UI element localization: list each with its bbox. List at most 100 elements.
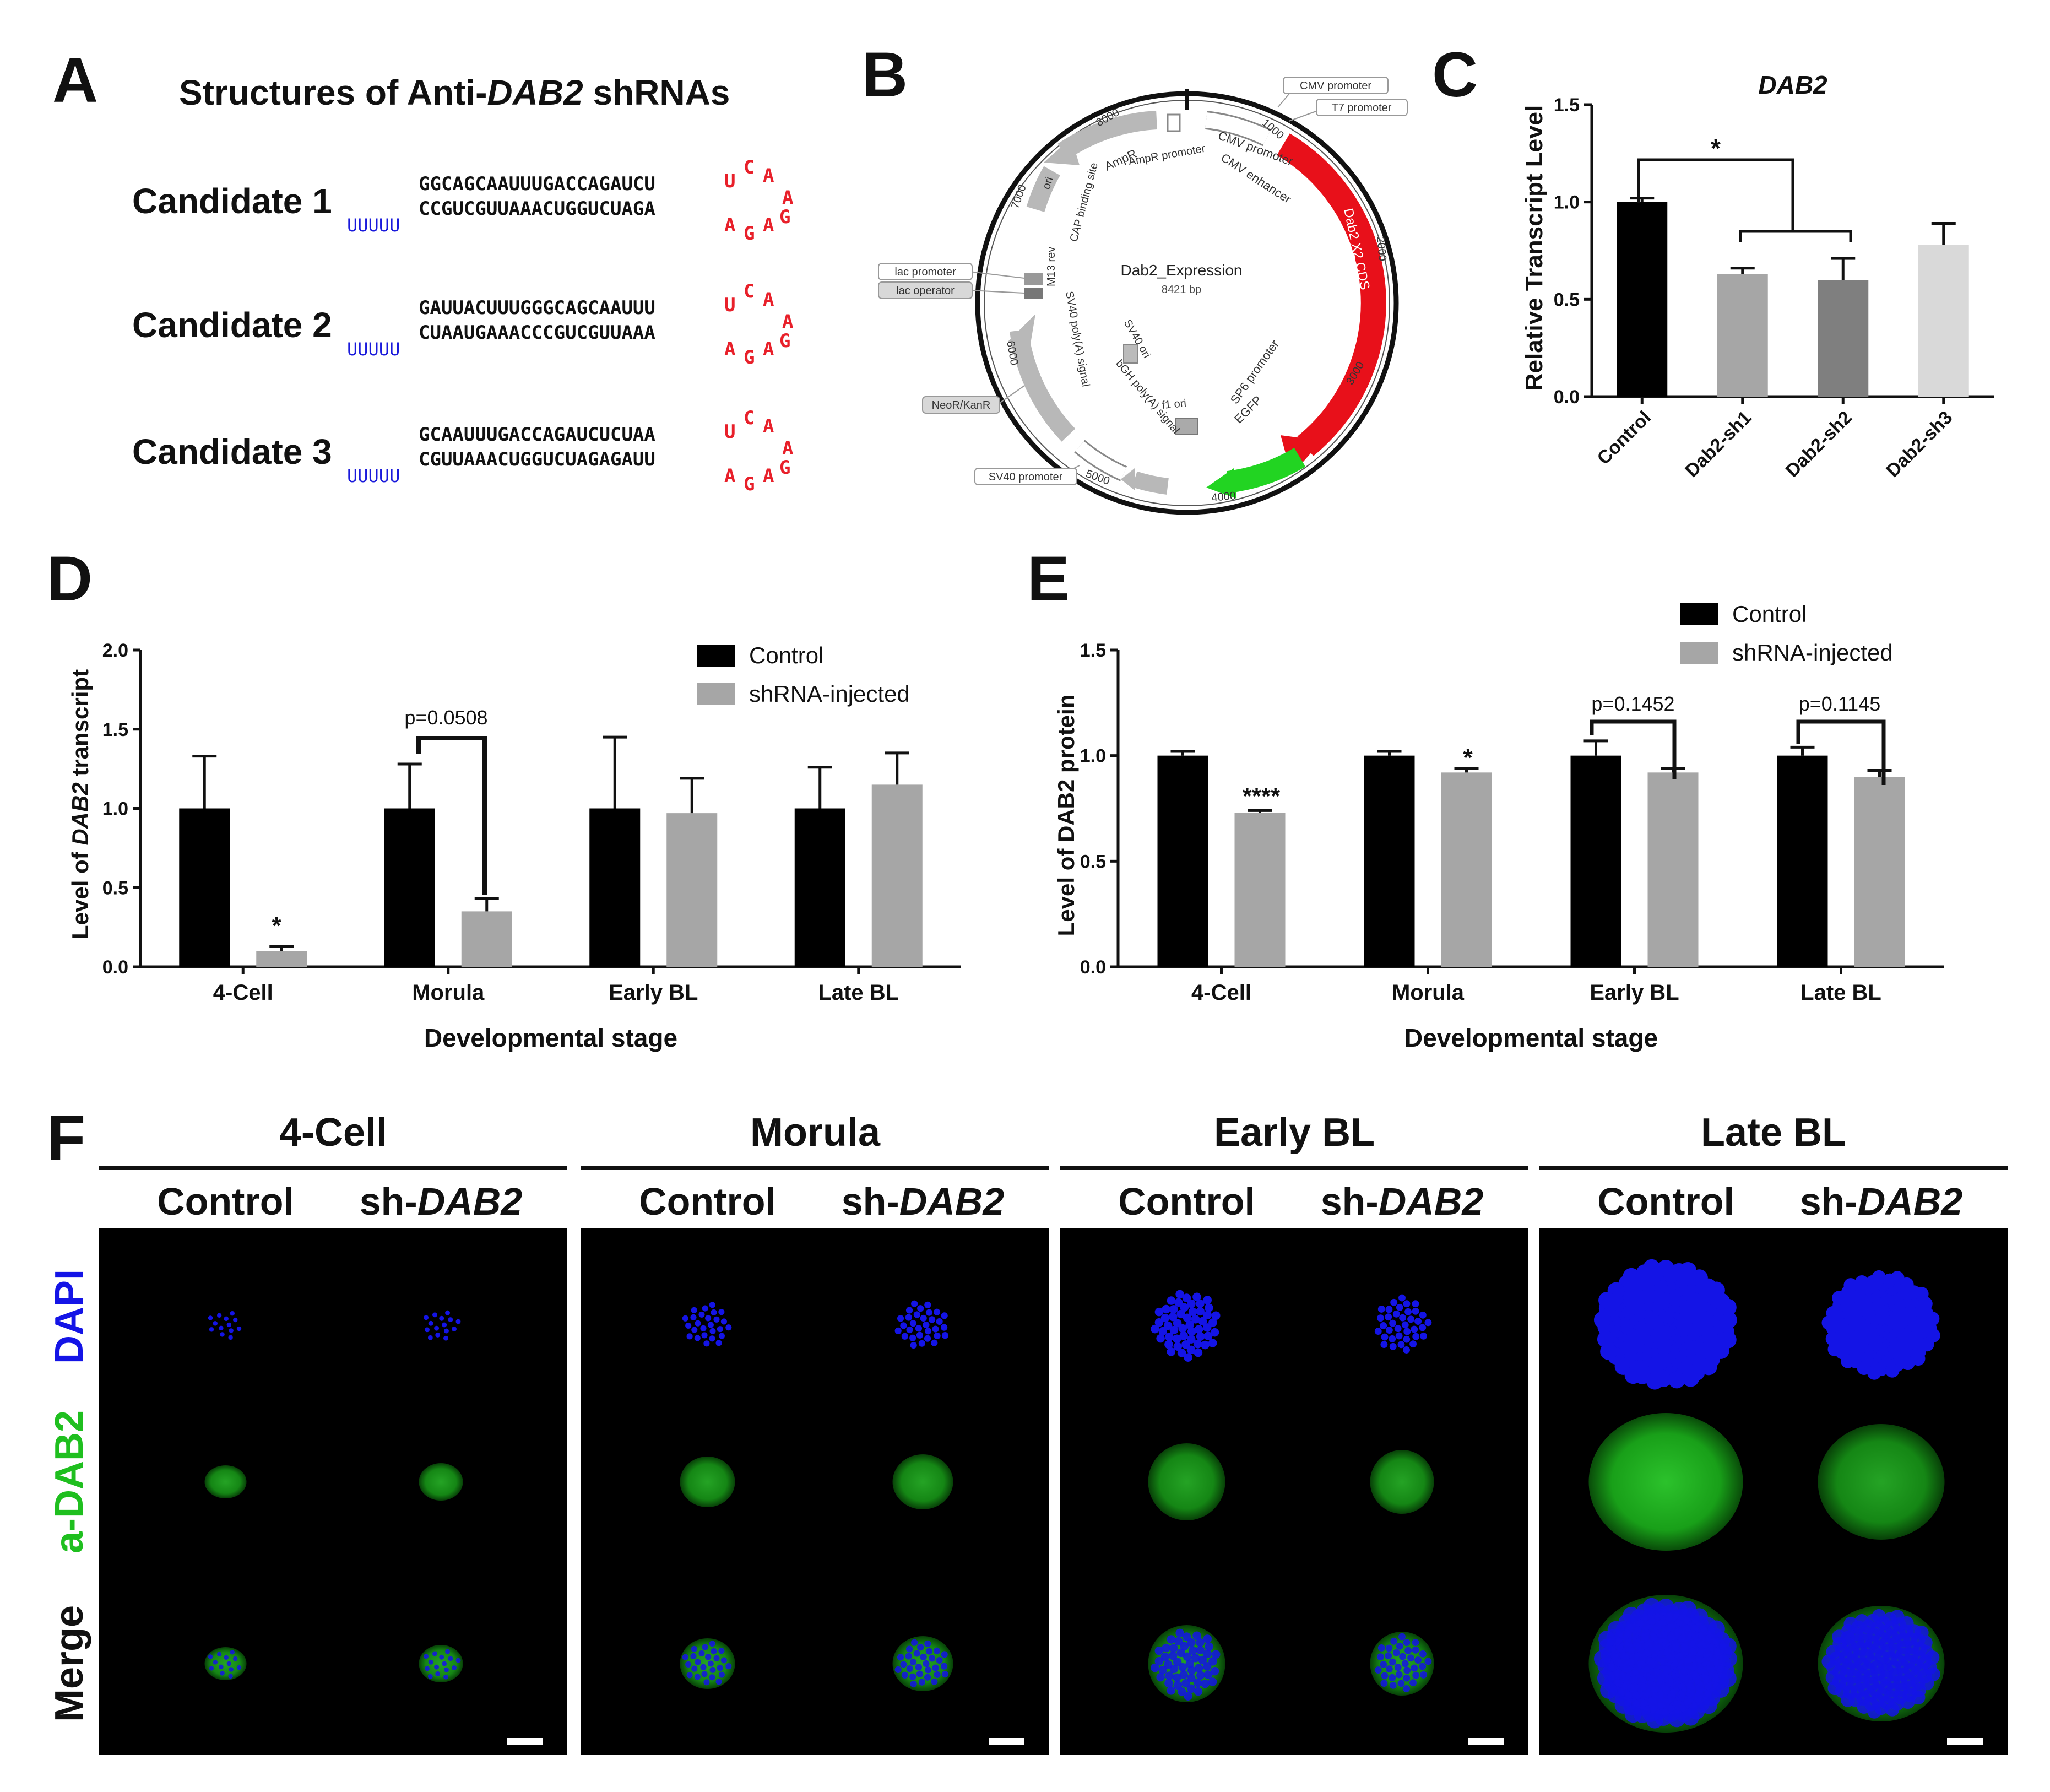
nucleus: [1411, 1664, 1418, 1672]
loop-nt: A: [763, 289, 774, 311]
loop-nt: A: [763, 465, 774, 487]
nucleus: [1205, 1303, 1213, 1312]
nucleus: [1196, 1299, 1205, 1308]
nucleus: [1160, 1313, 1170, 1323]
nucleus: [918, 1340, 925, 1347]
nucleus: [1600, 1342, 1618, 1360]
nucleus: [1175, 1290, 1184, 1299]
nucleus: [1167, 1686, 1176, 1695]
nucleus: [709, 1674, 715, 1681]
nucleus: [686, 1333, 693, 1340]
nucleus: [1158, 1665, 1168, 1675]
strand-bottom: CCGUCGUUAAACUGGUCUAGA: [419, 198, 655, 220]
sv40-ori-box: [1123, 344, 1138, 364]
nucleus: [439, 1315, 444, 1321]
nucleus: [911, 1300, 918, 1307]
nucleus: [1168, 1312, 1178, 1322]
col-header-sh-pre: sh-: [1800, 1180, 1858, 1223]
nucleus: [1174, 1298, 1183, 1307]
loop-nt: A: [724, 465, 735, 487]
nucleus: [220, 1332, 225, 1337]
nucleus: [232, 1656, 238, 1661]
nucleus: [1173, 1319, 1182, 1328]
nucleus: [1173, 1334, 1181, 1344]
nucleus: [918, 1679, 925, 1686]
nucleus: [1682, 1369, 1700, 1387]
nucleus: [229, 1667, 234, 1672]
nucleus: [1211, 1311, 1221, 1320]
callout-t7-box: [1316, 99, 1408, 116]
nucleus: [691, 1645, 697, 1652]
nucleus: [1154, 1656, 1164, 1666]
bar-dab2-sh3: [1918, 245, 1969, 397]
nucleus: [718, 1648, 725, 1654]
nucleus: [208, 1654, 213, 1659]
nucleus: [1173, 1342, 1183, 1351]
nucleus: [1182, 1293, 1191, 1302]
nucleus: [1186, 1684, 1196, 1693]
dapi-embryo: [682, 1302, 732, 1347]
nucleus: [1187, 1638, 1196, 1647]
x-tick-label: 4-Cell: [213, 981, 273, 1005]
nucleus: [1167, 1635, 1176, 1644]
nucleus: [1420, 1671, 1427, 1679]
nucleus: [1911, 1351, 1926, 1366]
nucleus: [928, 1655, 936, 1662]
panel-a-title-pre: Structures of Anti-: [179, 73, 487, 112]
nucleus: [228, 1335, 233, 1340]
nucleus: [707, 1322, 714, 1328]
nucleus: [1385, 1644, 1393, 1652]
nucleus: [1193, 1339, 1202, 1349]
loop-nt: U: [724, 170, 735, 192]
nucleus: [1180, 1642, 1189, 1651]
nucleus: [1156, 1672, 1165, 1682]
label-bgh: bGH poly(A) signal: [1113, 358, 1182, 436]
nucleus: [443, 1674, 448, 1680]
nucleus: [701, 1332, 708, 1339]
y-tick-label: 0.0: [102, 957, 128, 978]
nucleus: [925, 1648, 933, 1655]
nucleus: [1208, 1657, 1217, 1666]
panel-letter-a: A: [52, 45, 98, 116]
candidate-2: Candidate 2 GAUUACUUUGGGCAGCAAUUU CUAAUGAA…: [132, 280, 793, 369]
nucleus: [711, 1309, 717, 1316]
nucleus: [1403, 1666, 1411, 1674]
candidate-label: Candidate 1: [132, 181, 332, 221]
col-header-control: Control: [1118, 1180, 1255, 1223]
nucleus: [1396, 1642, 1403, 1650]
nucleus: [1412, 1333, 1420, 1340]
panel-e-xlabel: Developmental stage: [1404, 1024, 1658, 1052]
callout-lac-promoter: lac promoter: [894, 266, 956, 278]
nucleus: [1165, 1333, 1174, 1341]
nucleus: [1164, 1340, 1173, 1349]
label-sv40-polya: SV40 poly(A) signal: [1063, 290, 1092, 388]
nucleus: [924, 1328, 932, 1335]
col-header-sh-dab2: sh-DAB2: [1800, 1180, 1963, 1223]
legend-label: Control: [749, 642, 823, 668]
nucleus: [910, 1341, 917, 1349]
nucleus: [1178, 1663, 1187, 1672]
nucleus: [691, 1327, 698, 1333]
nucleus: [1395, 1332, 1403, 1340]
nucleus: [1419, 1650, 1427, 1658]
nucleus: [717, 1665, 723, 1671]
dab2-embryo: [1818, 1424, 1945, 1540]
strand-bottom: CUAAUGAAACCCGUCGUUAAA: [419, 322, 655, 344]
x-tick-label: Late BL: [818, 981, 899, 1005]
y-tick-label: 1.0: [1080, 746, 1106, 767]
col-header-sh-em: DAB2: [1379, 1180, 1484, 1223]
nucleus: [695, 1320, 701, 1327]
nucleus: [682, 1315, 688, 1322]
nucleus: [452, 1326, 457, 1331]
candidate-label: Candidate 2: [132, 305, 332, 345]
nucleus: [1389, 1342, 1397, 1350]
nucleus: [439, 1654, 444, 1660]
nucleus: [920, 1314, 927, 1322]
nucleus: [1398, 1633, 1406, 1641]
candidate-1: Candidate 1 GGCAGCAAUUUGACCAGAUCU CCGUCGUU…: [132, 156, 793, 245]
nucleus: [1657, 1259, 1675, 1277]
nucleus: [1624, 1367, 1642, 1384]
nucleus: [909, 1334, 916, 1341]
nucleus: [709, 1666, 716, 1673]
